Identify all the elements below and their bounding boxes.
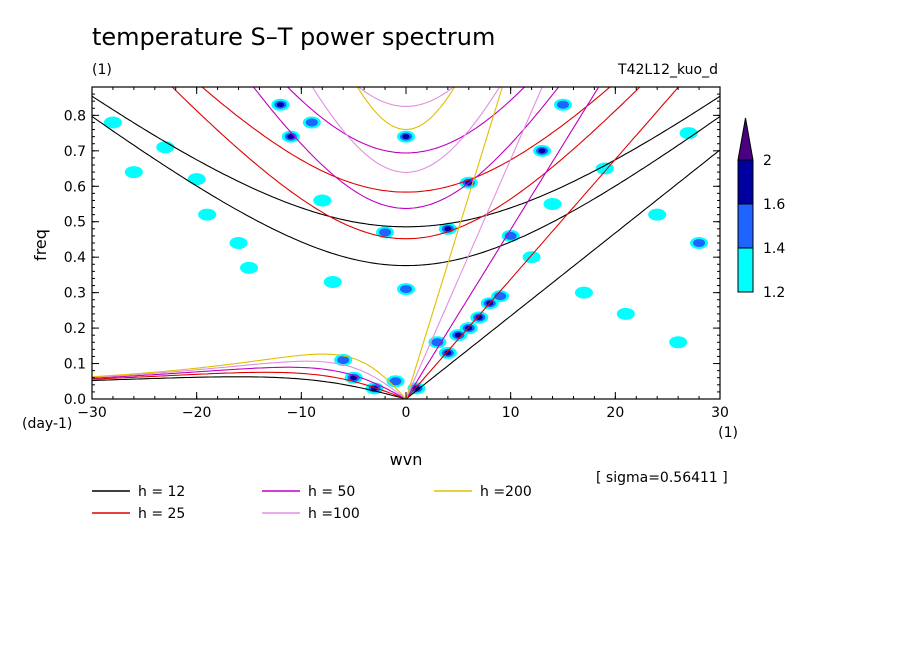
x-axis-unit: (1) xyxy=(718,425,738,441)
y-tick-label: 0.0 xyxy=(64,392,86,408)
x-tick-label: 20 xyxy=(606,405,624,421)
contour-blob-core xyxy=(538,148,546,154)
legend-label: h =100 xyxy=(308,506,360,522)
contour-blob-core xyxy=(475,314,483,320)
chart-subtitle-right: T42L12_kuo_d xyxy=(617,62,718,78)
sigma-note: [ sigma=0.56411 ] xyxy=(596,470,728,486)
contour-blob-core xyxy=(444,226,452,232)
x-tick-label: −10 xyxy=(287,405,317,421)
y-tick-label: 0.8 xyxy=(64,108,86,124)
contour-blob xyxy=(679,127,698,140)
chart-subtitle-left: (1) xyxy=(92,62,112,78)
contour-blob-core xyxy=(444,350,452,356)
colorbar-arrow xyxy=(737,117,754,161)
y-axis-unit: (day-1) xyxy=(22,416,72,432)
x-axis-label: wvn xyxy=(390,450,423,469)
dispersion-curve xyxy=(92,115,720,267)
colorbar-label: 1.4 xyxy=(763,241,785,257)
colorbar-segment xyxy=(737,159,754,205)
y-tick-label: 0.2 xyxy=(64,321,86,337)
contour-blob xyxy=(313,194,332,207)
y-axis-label: freq xyxy=(31,229,50,261)
dispersion-curve xyxy=(357,87,455,107)
contour-blob-inner xyxy=(379,228,392,237)
dispersion-curve xyxy=(311,87,501,173)
y-tick-label: 0.3 xyxy=(64,286,86,302)
contour-blob xyxy=(198,208,217,221)
legend-label: h =200 xyxy=(480,484,532,500)
contour-blob-inner xyxy=(557,100,569,109)
dispersion-curve xyxy=(252,87,560,209)
dispersion-curve xyxy=(92,95,720,228)
contour-blob xyxy=(648,208,667,221)
contour-blob xyxy=(543,198,562,210)
legend-label: h = 25 xyxy=(138,506,185,522)
y-tick-label: 0.6 xyxy=(64,179,86,195)
contour-blob xyxy=(229,237,248,249)
y-tick-label: 0.1 xyxy=(64,357,86,373)
contour-blob-inner xyxy=(693,239,706,247)
dispersion-curve xyxy=(405,87,680,399)
x-tick-label: 0 xyxy=(402,405,411,421)
colorbar-segment xyxy=(737,247,754,293)
legend-label: h = 12 xyxy=(138,484,185,500)
x-tick-label: −20 xyxy=(182,405,212,421)
contour-blob xyxy=(574,286,593,299)
contour-blob xyxy=(156,141,175,154)
x-tick-label: 10 xyxy=(502,405,520,421)
contour-blob xyxy=(187,173,206,186)
dispersion-curve xyxy=(356,87,456,131)
contour-blob xyxy=(124,166,143,179)
dispersion-curve xyxy=(92,353,407,399)
dispersion-curve xyxy=(201,87,611,193)
y-tick-label: 0.7 xyxy=(64,144,86,160)
contour-blob-inner xyxy=(305,118,318,127)
colorbar-segment xyxy=(737,203,754,249)
axis-ticks: −30 −20 −10 0 10 20 30 0.0 0.1 0.2 0.3 0.4 0.5 0.6 0.7… xyxy=(64,87,729,421)
chart-title: temperature S–T power spectrum xyxy=(92,23,495,51)
dispersion-curve xyxy=(405,87,543,399)
colorbar-label: 1.6 xyxy=(763,197,785,213)
y-tick-label: 0.4 xyxy=(64,250,86,266)
x-tick-label: 30 xyxy=(711,405,729,421)
contour-blob-inner xyxy=(400,285,412,294)
y-tick-label: 0.5 xyxy=(64,215,86,231)
dispersion-curve xyxy=(171,87,641,240)
contour-blob xyxy=(103,116,122,129)
dispersion-curve xyxy=(286,87,526,154)
dispersion-curve xyxy=(92,371,407,399)
dispersion-curves xyxy=(92,87,720,399)
dispersion-curve xyxy=(405,149,720,399)
contour-blob xyxy=(616,307,635,320)
contour-blob xyxy=(669,336,688,349)
contour-blob xyxy=(522,251,541,264)
legend: h = 12 h = 25 h = 50 h =100 h =200 xyxy=(92,484,532,522)
dispersion-curve xyxy=(92,360,407,399)
colorbar-label: 1.2 xyxy=(763,285,785,301)
contour-blob-core xyxy=(402,134,410,140)
dispersion-curve xyxy=(92,376,407,399)
contour-blob xyxy=(323,276,342,288)
contour-blob-inner xyxy=(337,356,350,364)
dispersion-curve xyxy=(405,87,600,399)
x-tick-label: −30 xyxy=(77,405,107,421)
dispersion-curve xyxy=(405,87,503,399)
legend-label: h = 50 xyxy=(308,484,355,500)
dispersion-curve xyxy=(92,366,407,399)
contour-blob xyxy=(240,261,258,274)
contour-blob-inner xyxy=(389,377,402,386)
contour-blob-core xyxy=(287,134,295,140)
colorbar-label: 2 xyxy=(763,153,772,169)
contour-blob-core xyxy=(276,102,284,108)
colorbar: 1.2 1.4 1.6 2 xyxy=(737,117,785,301)
power-contours xyxy=(103,98,709,395)
